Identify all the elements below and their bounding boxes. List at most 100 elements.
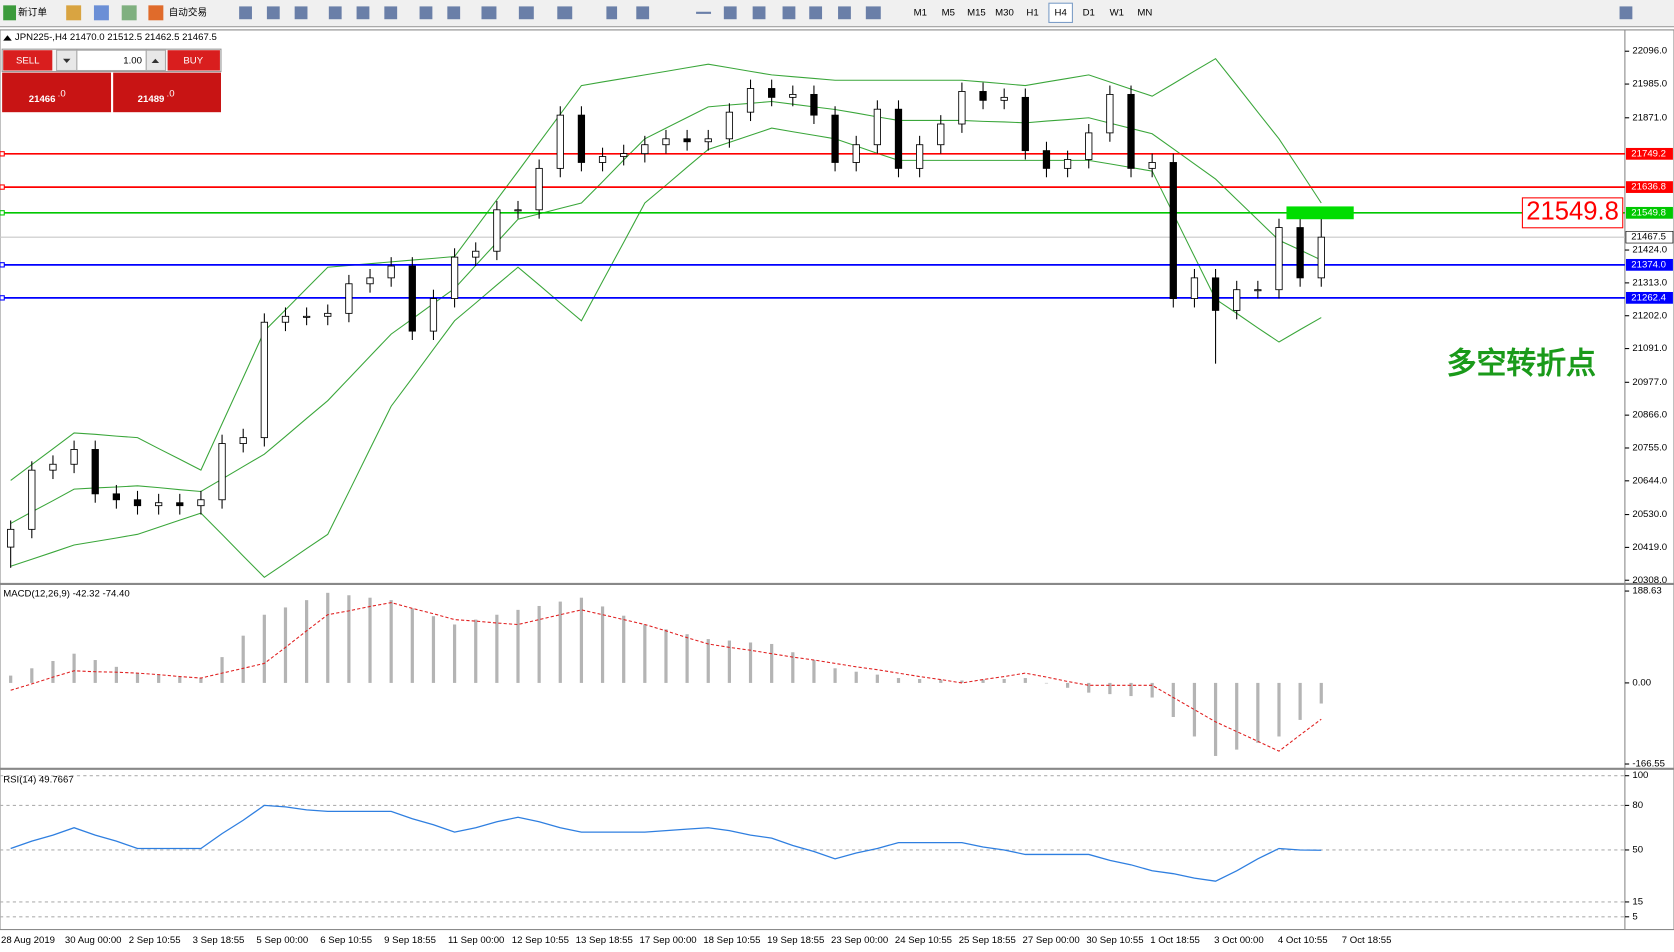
toolbar-icon[interactable]	[66, 5, 82, 21]
bid-fraction[interactable]: .0	[58, 89, 66, 100]
timeframe-button[interactable]: D1	[1083, 7, 1095, 18]
level-handle	[0, 210, 5, 216]
chart-icon[interactable]	[266, 6, 280, 20]
down-arrow	[62, 58, 71, 64]
macd-bar	[516, 609, 520, 683]
macd-bar	[431, 616, 436, 683]
trade-panel: SELL 1.00 BUY 21466 .0 21489 .0	[1, 48, 222, 113]
x-tick-label: 25 Sep 18:55	[959, 935, 1016, 946]
fibo-icon[interactable]	[782, 6, 796, 20]
crosshair-icon[interactable]	[636, 6, 650, 20]
candle-body	[1106, 93, 1114, 134]
templates-icon[interactable]	[557, 6, 573, 20]
x-tick-label: 1 Oct 18:55	[1150, 935, 1200, 946]
timeframe-button[interactable]: W1	[1110, 7, 1124, 18]
lot-value[interactable]: 1.00	[123, 55, 142, 66]
candle-body	[176, 502, 184, 507]
y-tick-label: 50	[1632, 844, 1643, 855]
bid-box[interactable]	[2, 72, 112, 113]
zoom-in-icon[interactable]	[328, 6, 342, 20]
candle-body	[1169, 162, 1177, 299]
candle-body	[387, 265, 395, 279]
arrows-icon[interactable]	[865, 6, 881, 20]
candle-body	[1296, 227, 1304, 279]
level-label: 21636.8	[1631, 182, 1666, 193]
ask-price[interactable]: 21489	[138, 94, 165, 105]
sell-button[interactable]	[3, 50, 53, 71]
macd-bar	[600, 606, 605, 683]
timeframe-button[interactable]: M5	[942, 7, 955, 18]
macd-bar	[1277, 682, 1281, 737]
macd-bar	[1319, 682, 1323, 704]
x-tick-label: 3 Sep 18:55	[193, 935, 245, 946]
macd-bar	[1066, 682, 1070, 688]
auto-trading-icon[interactable]	[148, 5, 164, 21]
hline-icon[interactable]	[696, 11, 712, 14]
tile-icon[interactable]	[384, 6, 398, 20]
search-icon[interactable]	[1619, 6, 1633, 20]
text-icon[interactable]	[809, 6, 823, 20]
fibo-icon[interactable]	[752, 6, 766, 20]
indicators-icon[interactable]	[481, 6, 497, 20]
new-order-icon[interactable]	[3, 5, 17, 21]
timeframe-button[interactable]: H1	[1026, 7, 1038, 18]
candle-body	[704, 138, 712, 143]
y-tick-label: 21871.0	[1632, 112, 1667, 123]
candle-body	[7, 528, 15, 548]
x-tick-label: 12 Sep 10:55	[512, 935, 569, 946]
timeframe-button[interactable]: H4	[1055, 7, 1068, 18]
candle-body	[768, 88, 776, 98]
macd-bar	[1087, 682, 1091, 693]
candle-body	[429, 298, 438, 332]
trendline-icon[interactable]	[723, 6, 737, 20]
macd-bar	[452, 624, 457, 683]
macd-bar	[368, 597, 372, 683]
candle-body	[514, 209, 522, 212]
buy-button[interactable]	[167, 50, 220, 71]
candle-body	[535, 167, 543, 211]
periods-icon[interactable]	[518, 6, 534, 20]
bid-price[interactable]: 21466	[29, 94, 56, 105]
buy-label[interactable]: BUY	[183, 55, 203, 66]
y-tick-label: 80	[1632, 800, 1643, 811]
timeframe-button[interactable]: M15	[967, 7, 986, 18]
macd-bar	[51, 660, 55, 683]
timeframe-button[interactable]: M1	[914, 7, 927, 18]
toolbar-icon[interactable]	[121, 5, 137, 21]
toolbar-icon[interactable]	[93, 5, 109, 21]
macd-bar	[770, 643, 774, 683]
ask-fraction[interactable]: .0	[167, 89, 175, 100]
bollinger-upper	[10, 57, 1322, 481]
scroll-icon[interactable]	[419, 6, 433, 20]
candle-body	[91, 449, 99, 495]
x-tick-label: 11 Sep 00:00	[448, 935, 504, 946]
macd-bar	[262, 614, 266, 683]
ask-box[interactable]	[113, 72, 221, 113]
cursor-icon[interactable]	[606, 6, 618, 20]
timeframe-button[interactable]: M30	[995, 7, 1014, 18]
chart-icon[interactable]	[294, 6, 308, 20]
candle-body	[1254, 289, 1262, 292]
candle-body	[155, 502, 163, 507]
collapse-arrow[interactable]	[3, 35, 12, 41]
level-label: 21549.8	[1631, 207, 1666, 218]
sell-label[interactable]: SELL	[16, 55, 40, 66]
auto-trading-button[interactable]: 自动交易	[169, 6, 207, 18]
macd-bar	[157, 674, 161, 683]
macd-bar	[939, 679, 943, 683]
y-tick-label: 20644.0	[1632, 475, 1667, 486]
zoom-out-icon[interactable]	[356, 6, 370, 20]
y-tick-label: -166.55	[1632, 759, 1665, 770]
level-handle	[0, 151, 5, 157]
macd-bar	[114, 666, 118, 683]
bollinger-middle	[10, 100, 1322, 524]
chart-icon[interactable]	[239, 6, 252, 20]
macd-bar	[537, 605, 541, 683]
shift-icon[interactable]	[447, 6, 461, 20]
new-order-button[interactable]: 新订单	[18, 6, 47, 18]
timeframe-button[interactable]: MN	[1137, 7, 1152, 18]
candle-body	[916, 144, 924, 169]
macd-bar	[1023, 678, 1027, 683]
label-icon[interactable]	[838, 6, 851, 20]
macd-bar	[1171, 682, 1175, 717]
